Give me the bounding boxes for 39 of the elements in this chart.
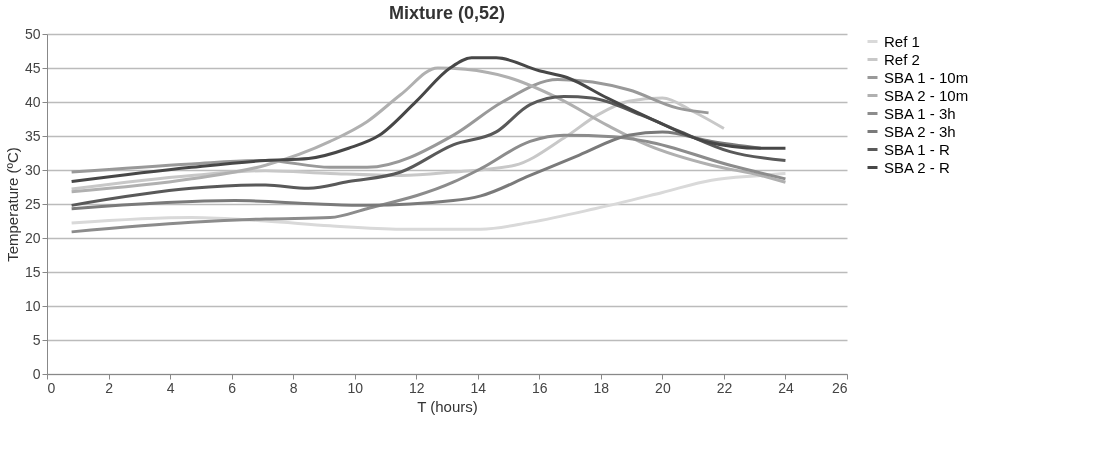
chart-title: Mixture (0,52) [388, 3, 506, 23]
legend-label: SBA 1 - 3h [884, 104, 956, 122]
x-tick-label: 18 [593, 379, 610, 396]
legend-label: SBA 2 - 10m [884, 86, 969, 104]
line-series [70, 171, 787, 231]
y-tick-label: 45 [24, 59, 41, 76]
line-series [70, 78, 711, 174]
legend-label: Ref 2 [884, 50, 920, 68]
y-tick-label: 30 [24, 161, 41, 178]
legend-label: Ref 1 [884, 32, 920, 50]
x-tick-label: 14 [470, 379, 487, 396]
y-tick-label: 20 [24, 229, 41, 246]
x-tick-label: 24 [778, 379, 794, 396]
y-tick-label: 5 [32, 331, 41, 348]
x-tick-label: 16 [532, 379, 548, 396]
legend-label: SBA 2 - R [884, 158, 951, 176]
legend-label: SBA 1 - 10m [884, 68, 969, 86]
x-tick-label: 0 [47, 379, 56, 396]
x-tick-label: 6 [228, 379, 237, 396]
y-tick-label: 40 [24, 93, 41, 110]
y-axis-title: Temperature (ºC) [3, 147, 21, 262]
x-tick-label: 8 [289, 379, 298, 396]
y-tick-label: 10 [24, 297, 41, 314]
y-tick-label: 50 [24, 25, 41, 42]
x-tick-label: 22 [716, 379, 733, 396]
x-tick-label: 12 [408, 379, 425, 396]
y-tick-label: 15 [24, 263, 41, 280]
x-tick-label: 20 [655, 379, 671, 396]
legend-label: SBA 1 - R [884, 140, 951, 158]
x-tick-label: 4 [166, 379, 175, 396]
x-tick-label: 10 [347, 379, 364, 396]
legend-label: SBA 2 - 3h [884, 122, 956, 140]
x-tick-label: 2 [105, 379, 114, 396]
y-tick-label: 0 [32, 365, 41, 382]
y-tick-label: 35 [24, 127, 41, 144]
x-axis-title: T (hours) [417, 397, 478, 415]
y-tick-label: 25 [24, 195, 41, 212]
x-tick-label: 26 [831, 379, 848, 396]
line-series [70, 133, 787, 234]
